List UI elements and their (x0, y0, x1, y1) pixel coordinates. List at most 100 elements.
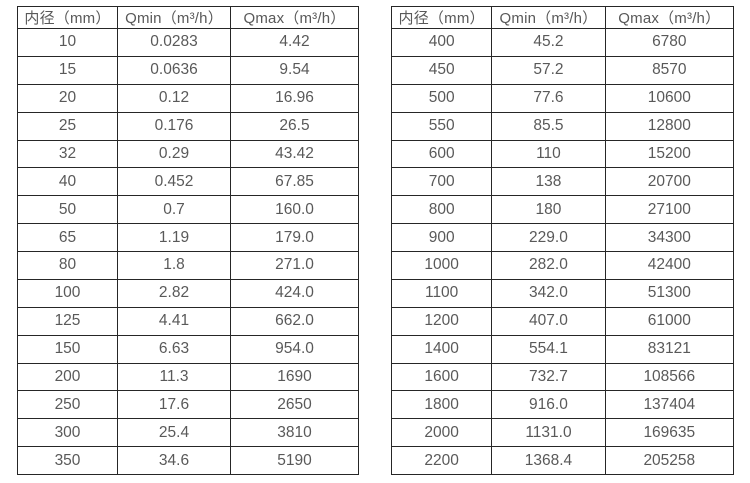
cell-inner-diameter: 32 (17, 139, 118, 169)
table-row: 20 0.12 16.96 (17, 83, 359, 113)
cell-inner-diameter: 1000 (390, 251, 493, 280)
cell-qmax: 51300 (604, 278, 735, 308)
cell-inner-diameter: 10 (17, 28, 118, 57)
table-row: 150 6.63 954.0 (17, 334, 359, 364)
cell-qmax: 137404 (604, 390, 735, 420)
cell-qmin: 11.3 (117, 362, 231, 392)
cell-qmax: 205258 (604, 446, 735, 475)
cell-inner-diameter: 700 (390, 167, 493, 197)
cell-qmax: 5190 (230, 446, 359, 475)
cell-inner-diameter: 1800 (390, 390, 493, 420)
table-row: 500 77.6 10600 (390, 83, 735, 113)
cell-qmax: 20700 (604, 167, 735, 197)
cell-inner-diameter: 1600 (390, 362, 493, 392)
cell-inner-diameter: 40 (17, 167, 118, 197)
cell-inner-diameter: 150 (17, 334, 118, 364)
cell-qmin: 17.6 (117, 390, 231, 420)
cell-qmax: 27100 (604, 195, 735, 225)
cell-qmin: 0.176 (117, 111, 231, 141)
cell-qmax: 8570 (604, 55, 735, 85)
cell-qmin: 0.29 (117, 139, 231, 169)
cell-qmax: 61000 (604, 306, 735, 336)
table-header: 内径（mm） Qmin（m³/h） Qmax（m³/h） (17, 6, 359, 29)
header-qmax: Qmax（m³/h） (230, 6, 359, 29)
cell-qmax: 424.0 (230, 278, 359, 308)
cell-qmax: 271.0 (230, 251, 359, 280)
cell-qmin: 110 (491, 139, 606, 169)
table-row: 800 180 27100 (390, 195, 735, 225)
cell-qmax: 954.0 (230, 334, 359, 364)
cell-inner-diameter: 500 (390, 83, 493, 113)
cell-qmin: 85.5 (491, 111, 606, 141)
cell-inner-diameter: 125 (17, 306, 118, 336)
header-row: 内径（mm） Qmin（m³/h） Qmax（m³/h） (17, 6, 359, 29)
table-row: 1200 407.0 61000 (390, 306, 735, 336)
cell-qmin: 1131.0 (491, 418, 606, 448)
table-row: 100 2.82 424.0 (17, 278, 359, 308)
flow-table-large-diameters: 内径（mm） Qmin（m³/h） Qmax（m³/h） 400 45.2 6780… (390, 6, 735, 475)
cell-qmin: 34.6 (117, 446, 231, 475)
table-row: 50 0.7 160.0 (17, 195, 359, 225)
table-row: 25 0.176 26.5 (17, 111, 359, 141)
cell-qmax: 3810 (230, 418, 359, 448)
table-row: 10 0.0283 4.42 (17, 28, 359, 57)
table-row: 40 0.452 67.85 (17, 167, 359, 197)
table-row: 450 57.2 8570 (390, 55, 735, 85)
cell-qmax: 108566 (604, 362, 735, 392)
cell-qmin: 554.1 (491, 334, 606, 364)
cell-qmax: 83121 (604, 334, 735, 364)
cell-qmin: 138 (491, 167, 606, 197)
cell-qmin: 180 (491, 195, 606, 225)
table-row: 1400 554.1 83121 (390, 334, 735, 364)
table-row: 1100 342.0 51300 (390, 278, 735, 308)
table-row: 550 85.5 12800 (390, 111, 735, 141)
cell-qmax: 15200 (604, 139, 735, 169)
header-row: 内径（mm） Qmin（m³/h） Qmax（m³/h） (390, 6, 735, 29)
header-inner-diameter: 内径（mm） (390, 6, 493, 29)
table-row: 350 34.6 5190 (17, 446, 359, 475)
table-row: 125 4.41 662.0 (17, 306, 359, 336)
cell-qmin: 342.0 (491, 278, 606, 308)
cell-qmax: 26.5 (230, 111, 359, 141)
cell-qmin: 0.0636 (117, 55, 231, 85)
cell-inner-diameter: 80 (17, 251, 118, 280)
cell-qmin: 6.63 (117, 334, 231, 364)
header-qmin: Qmin（m³/h） (491, 6, 606, 29)
table-body: 10 0.0283 4.42 15 0.0636 9.54 20 0.12 16.96 25 0.1… (17, 28, 359, 475)
cell-qmin: 732.7 (491, 362, 606, 392)
cell-inner-diameter: 65 (17, 223, 118, 252)
cell-qmax: 662.0 (230, 306, 359, 336)
table-body: 400 45.2 6780 450 57.2 8570 500 77.6 10600 550 85.… (390, 28, 735, 475)
table-row: 900 229.0 34300 (390, 223, 735, 252)
cell-qmax: 169635 (604, 418, 735, 448)
cell-inner-diameter: 450 (390, 55, 493, 85)
cell-qmin: 4.41 (117, 306, 231, 336)
cell-qmin: 0.452 (117, 167, 231, 197)
cell-inner-diameter: 1400 (390, 334, 493, 364)
cell-inner-diameter: 1200 (390, 306, 493, 336)
cell-inner-diameter: 900 (390, 223, 493, 252)
cell-inner-diameter: 25 (17, 111, 118, 141)
table-row: 2000 1131.0 169635 (390, 418, 735, 448)
cell-inner-diameter: 550 (390, 111, 493, 141)
cell-qmin: 0.12 (117, 83, 231, 113)
cell-inner-diameter: 350 (17, 446, 118, 475)
cell-inner-diameter: 800 (390, 195, 493, 225)
cell-inner-diameter: 15 (17, 55, 118, 85)
table-row: 80 1.8 271.0 (17, 251, 359, 280)
cell-qmax: 160.0 (230, 195, 359, 225)
table-row: 250 17.6 2650 (17, 390, 359, 420)
cell-qmax: 16.96 (230, 83, 359, 113)
table-row: 15 0.0636 9.54 (17, 55, 359, 85)
table-header: 内径（mm） Qmin（m³/h） Qmax（m³/h） (390, 6, 735, 29)
cell-qmax: 179.0 (230, 223, 359, 252)
table-row: 200 11.3 1690 (17, 362, 359, 392)
cell-qmin: 282.0 (491, 251, 606, 280)
cell-inner-diameter: 200 (17, 362, 118, 392)
cell-qmax: 6780 (604, 28, 735, 57)
cell-inner-diameter: 2000 (390, 418, 493, 448)
table-row: 600 110 15200 (390, 139, 735, 169)
cell-qmax: 34300 (604, 223, 735, 252)
cell-qmin: 916.0 (491, 390, 606, 420)
